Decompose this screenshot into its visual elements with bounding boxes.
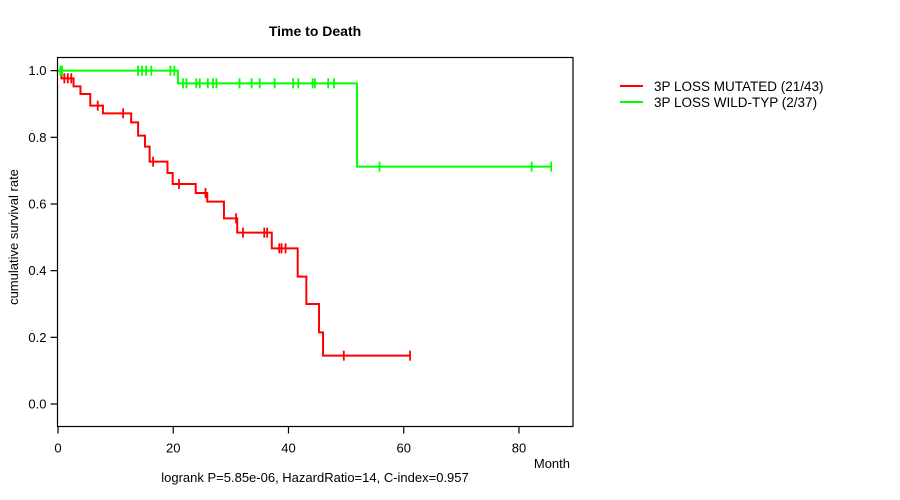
y-tick-label: 0.2 xyxy=(28,330,46,345)
legend-label-mutated: 3P LOSS MUTATED (21/43) xyxy=(654,78,824,94)
x-tick-label: 60 xyxy=(396,441,410,456)
y-tick-label: 1.0 xyxy=(28,63,46,78)
x-tick-label: 20 xyxy=(166,441,180,456)
y-tick-label: 0.0 xyxy=(28,397,46,412)
x-tick-label: 0 xyxy=(54,441,61,456)
y-tick-label: 0.8 xyxy=(28,130,46,145)
x-tick-label: 40 xyxy=(281,441,295,456)
y-tick-label: 0.6 xyxy=(28,196,46,211)
survival-curve-wildtype xyxy=(58,69,552,168)
legend-line-wildtype xyxy=(620,101,643,103)
legend-label-wildtype: 3P LOSS WILD-TYP (2/37) xyxy=(654,94,818,110)
legend-item-wildtype: 3P LOSS WILD-TYP (2/37) xyxy=(620,94,824,110)
stats-annotation: logrank P=5.85e-06, HazardRatio=14, C-in… xyxy=(161,470,469,485)
legend-item-mutated: 3P LOSS MUTATED (21/43) xyxy=(620,78,824,94)
legend-line-mutated xyxy=(620,85,643,87)
y-axis-label: cumulative survival rate xyxy=(6,169,21,305)
survival-curve-mutated xyxy=(58,69,411,357)
x-axis-label: Month xyxy=(533,456,570,471)
chart-title: Time to Death xyxy=(268,23,362,39)
plot-box xyxy=(56,56,574,428)
x-tick-label: 80 xyxy=(512,441,526,456)
legend: 3P LOSS MUTATED (21/43) 3P LOSS WILD-TYP… xyxy=(620,78,824,110)
y-tick-label: 0.4 xyxy=(28,263,46,278)
